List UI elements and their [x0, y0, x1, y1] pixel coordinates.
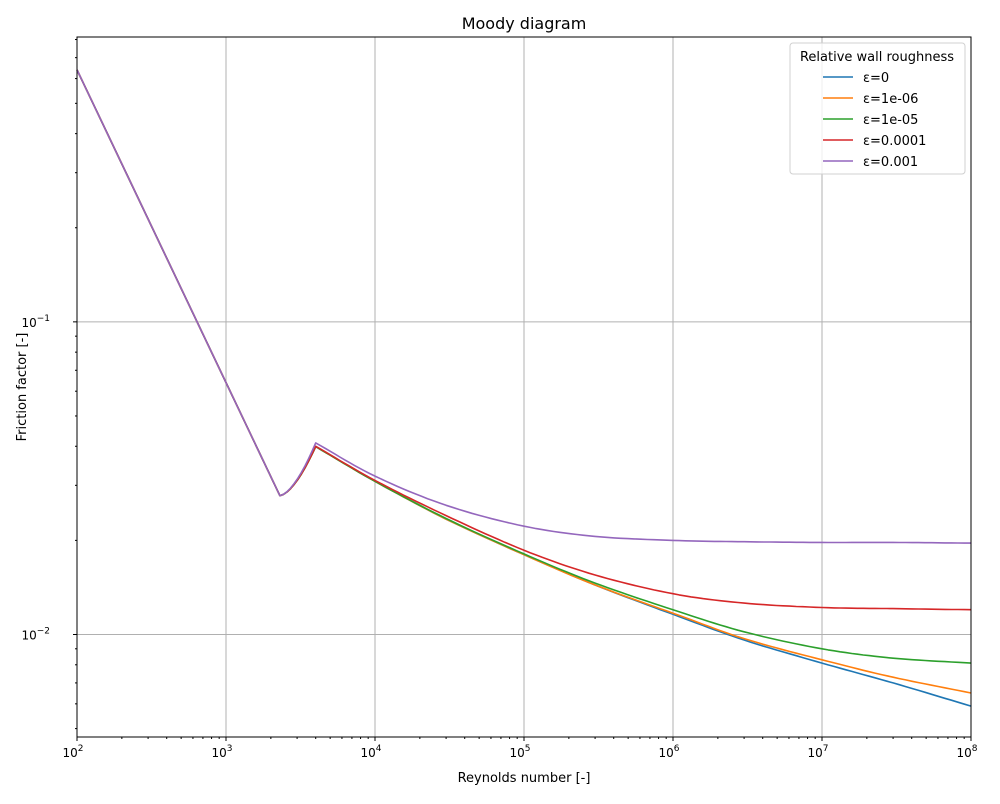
x-tick-label: 106 [658, 744, 679, 760]
legend: Relative wall roughness ε=0 ε=1e-06 ε=1e-0… [789, 42, 966, 175]
legend-label: ε=0.001 [863, 155, 918, 170]
x-tick-label: 103 [211, 744, 232, 760]
y-tick-label: 10−2 [21, 626, 50, 642]
x-tick-label: 104 [360, 744, 381, 760]
legend-box [789, 42, 966, 175]
x-tick-label: 108 [956, 744, 977, 760]
data-lines [76, 69, 972, 707]
series-line [76, 69, 972, 611]
chart-title: Moody diagram [462, 14, 587, 33]
legend-label: ε=0 [863, 71, 889, 86]
x-tick-label: 102 [62, 744, 83, 760]
x-tick-label: 107 [807, 744, 828, 760]
legend-title: Relative wall roughness [800, 50, 954, 65]
x-tick-label: 105 [509, 744, 530, 760]
legend-label: ε=1e-05 [863, 113, 918, 128]
legend-label: ε=0.0001 [863, 134, 926, 149]
legend-label: ε=1e-06 [863, 92, 918, 107]
x-axis-label: Reynolds number [-] [458, 771, 591, 786]
series-line [76, 69, 971, 544]
plot-frame [76, 36, 972, 738]
y-axis-label: Friction factor [-] [15, 333, 30, 442]
y-tick-label: 10−1 [21, 314, 50, 330]
